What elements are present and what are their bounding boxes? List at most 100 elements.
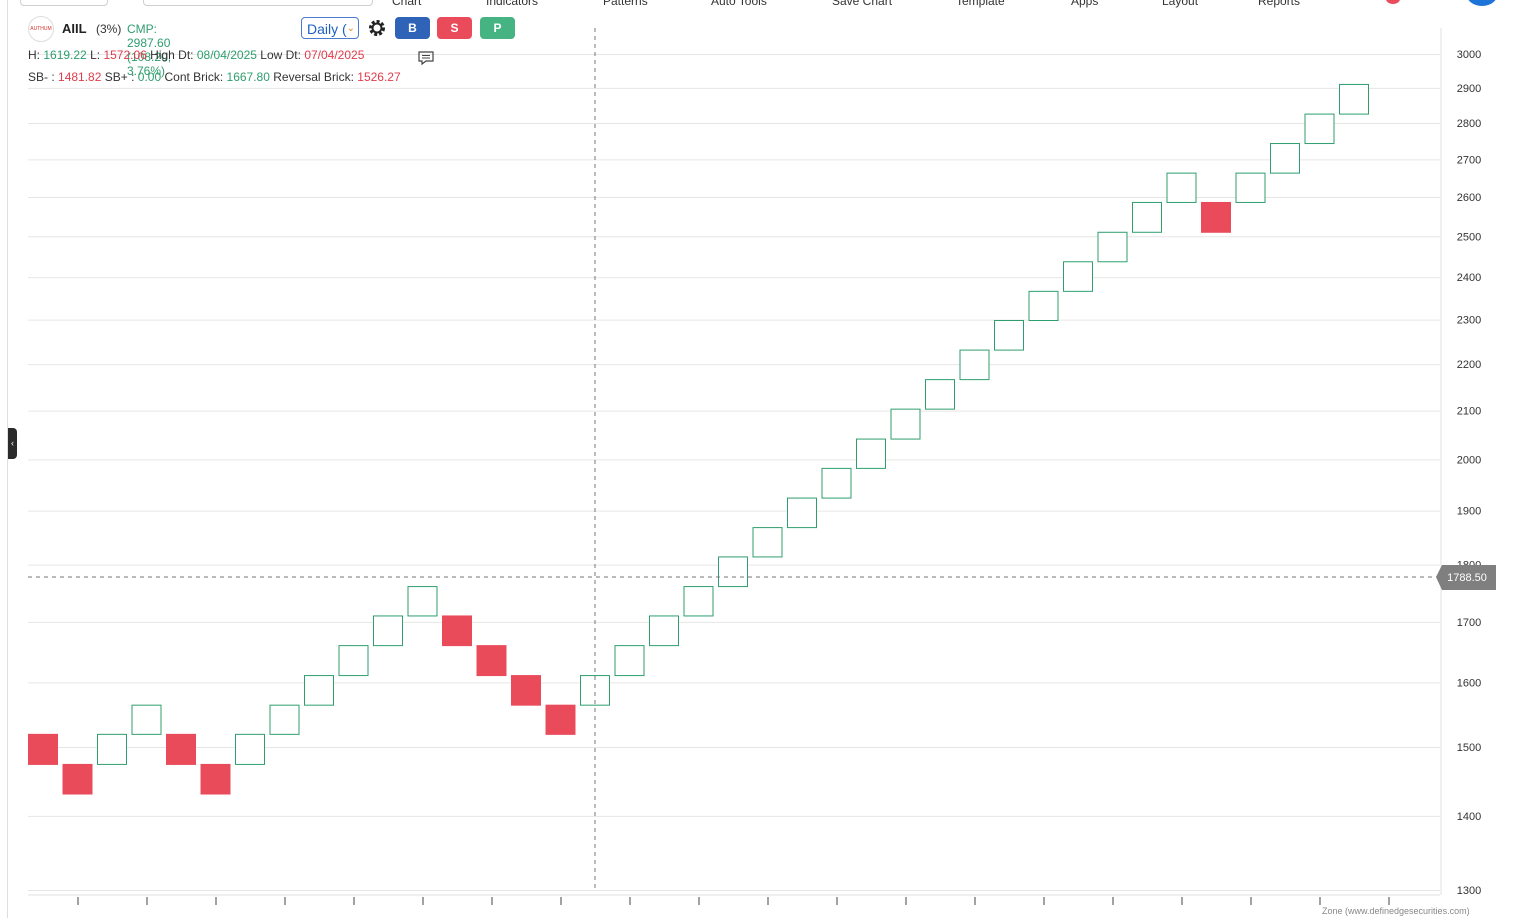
l-label: L: bbox=[90, 48, 101, 62]
renko-brick-down bbox=[1201, 201, 1231, 233]
price-tick-label: 2400 bbox=[1457, 272, 1481, 284]
renko-brick-down bbox=[442, 615, 472, 647]
user-avatar[interactable] bbox=[1466, 0, 1498, 6]
menu-apps[interactable]: Apps bbox=[1071, 0, 1099, 8]
brick-info-row: SB- : 1481.82 SB+ : 0.00 Cont Brick: 166… bbox=[28, 70, 401, 84]
price-tick-label: 1500 bbox=[1457, 742, 1481, 754]
renko-brick-up bbox=[683, 586, 714, 617]
reversal-brick-label: Reversal Brick: bbox=[273, 70, 354, 84]
buy-button[interactable]: B bbox=[395, 17, 430, 39]
menu-save-chart[interactable]: Save Chart bbox=[832, 0, 893, 8]
renko-brick-up bbox=[649, 615, 679, 647]
chevron-down-icon: ⌄ bbox=[346, 23, 355, 34]
menu-layout[interactable]: Layout bbox=[1162, 0, 1199, 8]
renko-brick-up bbox=[994, 319, 1024, 351]
menu-chart[interactable]: Chart bbox=[392, 0, 422, 8]
time-axis bbox=[77, 897, 1390, 905]
renko-brick-down bbox=[476, 645, 507, 677]
top-symbol-input[interactable] bbox=[143, 0, 373, 6]
price-axis: 1300140015001600170018001900200021002200… bbox=[1457, 49, 1481, 897]
price-tick-label: 2300 bbox=[1457, 315, 1481, 327]
renko-brick-down bbox=[62, 763, 93, 795]
timeframe-select[interactable]: Daily ( ⌄ bbox=[301, 17, 359, 39]
renko-brick-up bbox=[1063, 261, 1093, 292]
current-price-label: CMP: 2987.60 (108.20, 3.76%) bbox=[127, 22, 172, 78]
renko-brick-up bbox=[787, 497, 817, 529]
comment-icon[interactable] bbox=[417, 50, 435, 66]
price-tick-label: 1400 bbox=[1457, 811, 1481, 823]
gear-icon[interactable] bbox=[368, 19, 386, 37]
sb-minus-value: 1481.82 bbox=[58, 70, 102, 84]
renko-brick-up bbox=[407, 586, 438, 617]
brick-layer bbox=[28, 83, 1369, 795]
sell-button[interactable]: S bbox=[437, 17, 472, 39]
renko-brick-up bbox=[1339, 83, 1369, 115]
menu-reports[interactable]: Reports bbox=[1258, 0, 1301, 8]
renko-brick-down bbox=[28, 733, 58, 765]
high-dt-value: 08/04/2025 bbox=[196, 48, 257, 62]
renko-brick-up bbox=[821, 467, 852, 499]
renko-brick-up bbox=[97, 733, 127, 765]
sb-plus-value: 0.00 bbox=[137, 70, 162, 84]
price-tick-label: 2200 bbox=[1457, 359, 1481, 371]
menu-indicators[interactable]: Indicators bbox=[486, 0, 539, 8]
grid-layer bbox=[28, 28, 1442, 896]
menu-template[interactable]: Template bbox=[956, 0, 1005, 8]
h-label: H: bbox=[28, 48, 40, 62]
renko-brick-up bbox=[1304, 113, 1335, 145]
high-dt-label: High Dt: bbox=[150, 48, 194, 62]
renko-brick-up bbox=[890, 408, 921, 440]
renko-brick-up bbox=[1028, 290, 1059, 321]
renko-brick-up bbox=[304, 675, 334, 706]
h-value: 1619.22 bbox=[43, 48, 87, 62]
renko-brick-down bbox=[511, 675, 541, 706]
crosshair-price-tag: 1788.50 bbox=[1436, 565, 1496, 590]
cont-brick-value: 1667.80 bbox=[226, 70, 270, 84]
cont-brick-label: Cont Brick: bbox=[164, 70, 224, 84]
renko-brick-down bbox=[200, 763, 231, 795]
company-logo: AUTHUM bbox=[28, 16, 54, 42]
symbol-name[interactable]: AIIL bbox=[62, 21, 87, 36]
renko-brick-up bbox=[1166, 172, 1197, 203]
renko-brick-down bbox=[545, 704, 576, 735]
collapse-panel-icon[interactable]: ‹ bbox=[8, 428, 17, 459]
box-size-label: (3%) bbox=[96, 22, 122, 36]
renko-brick-up bbox=[269, 704, 300, 735]
renko-brick-up bbox=[752, 527, 783, 558]
menu-patterns[interactable]: Patterns bbox=[603, 0, 648, 8]
price-tick-label: 1600 bbox=[1457, 677, 1481, 689]
price-tick-label: 2500 bbox=[1457, 231, 1481, 243]
price-tick-label: 2900 bbox=[1457, 83, 1481, 95]
timeframe-value: Daily ( bbox=[307, 21, 347, 37]
price-tick-label: 2600 bbox=[1457, 192, 1481, 204]
sb-plus-label: SB+ : bbox=[104, 70, 135, 84]
price-tick-label: 1900 bbox=[1457, 506, 1481, 518]
top-search-box[interactable] bbox=[20, 0, 108, 6]
top-menu-bar: Chart Indicators Patterns Auto Tools Sav… bbox=[0, 0, 1514, 10]
renko-brick-up bbox=[1097, 231, 1128, 263]
menu-auto-tools[interactable]: Auto Tools bbox=[711, 0, 767, 8]
renko-brick-up bbox=[1235, 172, 1266, 203]
renko-brick-up bbox=[131, 704, 162, 735]
renko-brick-up bbox=[856, 438, 886, 469]
watermark: Zone (www.definedgesecurities.com) bbox=[1322, 906, 1470, 916]
crosshair-price-label: 1788.50 bbox=[1447, 572, 1487, 584]
renko-brick-up bbox=[925, 379, 955, 410]
renko-brick-up bbox=[959, 349, 990, 381]
notification-badge[interactable] bbox=[1386, 0, 1400, 4]
price-tick-label: 1700 bbox=[1457, 617, 1481, 629]
left-panel-border bbox=[7, 0, 8, 918]
price-tick-label: 2000 bbox=[1457, 454, 1481, 466]
high-low-row: H: 1619.22 L: 1572.06 High Dt: 08/04/202… bbox=[28, 48, 364, 62]
price-tick-label: 2700 bbox=[1457, 154, 1481, 166]
low-dt-value: 07/04/2025 bbox=[304, 48, 365, 62]
price-tick-label: 3000 bbox=[1457, 49, 1481, 61]
reversal-brick-value: 1526.27 bbox=[357, 70, 401, 84]
price-tick-label: 1300 bbox=[1457, 885, 1481, 897]
p-button[interactable]: P bbox=[480, 17, 515, 39]
l-value: 1572.06 bbox=[103, 48, 147, 62]
renko-brick-up bbox=[718, 556, 748, 588]
low-dt-label: Low Dt: bbox=[260, 48, 301, 62]
renko-brick-up bbox=[614, 645, 645, 677]
